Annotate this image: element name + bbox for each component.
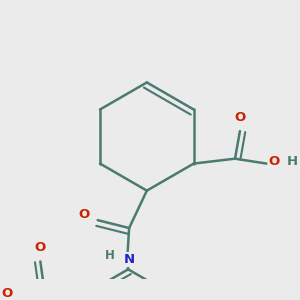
Text: H: H	[104, 249, 114, 262]
Text: O: O	[269, 155, 280, 168]
Text: O: O	[1, 287, 13, 300]
Text: O: O	[78, 208, 89, 221]
Text: O: O	[35, 241, 46, 254]
Text: N: N	[124, 253, 135, 266]
Text: O: O	[234, 111, 246, 124]
Text: H: H	[286, 155, 298, 168]
